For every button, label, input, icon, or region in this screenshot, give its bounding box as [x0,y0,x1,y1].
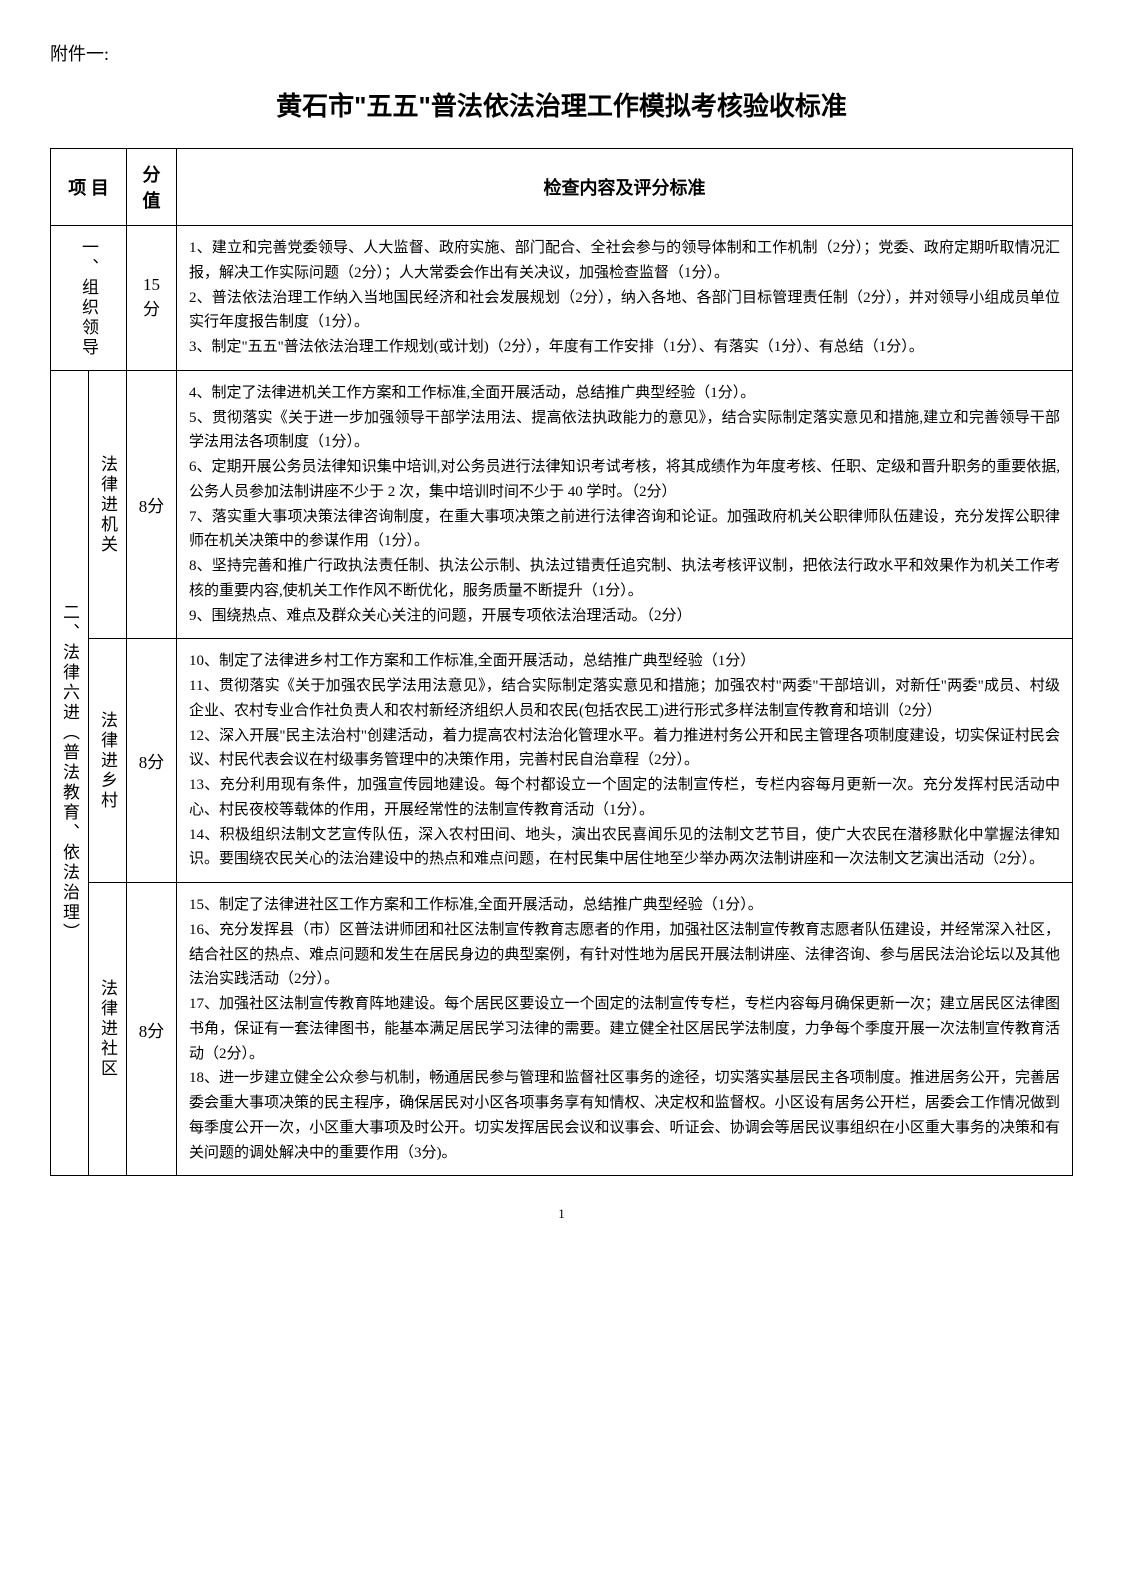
table-row: 法律进乡村 8分 10、制定了法律进乡村工作方案和工作标准,全面开展活动，总结推… [51,639,1073,883]
page-title: 黄石市"五五"普法依法治理工作模拟考核验收标准 [50,86,1073,123]
score-cell: 8分 [127,370,177,639]
subcategory-cell: 法律进社区 [89,883,127,1176]
score-cell: 8分 [127,639,177,883]
content-cell: 4、制定了法律进机关工作方案和工作标准,全面开展活动，总结推广典型经验（1分）。… [177,370,1073,639]
score-cell: 8分 [127,883,177,1176]
table-row: 一、组织领导 15分 1、建立和完善党委领导、人大监督、政府实施、部门配合、全社… [51,226,1073,371]
criteria-table: 项 目 分值 检查内容及评分标准 一、组织领导 15分 1、建立和完善党委领导、… [50,148,1073,1176]
content-cell: 1、建立和完善党委领导、人大监督、政府实施、部门配合、全社会参与的领导体制和工作… [177,226,1073,371]
content-cell: 10、制定了法律进乡村工作方案和工作标准,全面开展活动，总结推广典型经验（1分）… [177,639,1073,883]
score-cell: 15分 [127,226,177,371]
table-header-row: 项 目 分值 检查内容及评分标准 [51,149,1073,226]
content-cell: 15、制定了法律进社区工作方案和工作标准,全面开展活动，总结推广典型经验（1分）… [177,883,1073,1176]
category-cell: 一、组织领导 [51,226,127,371]
attachment-label: 附件一: [50,40,1073,66]
category-cell: 二、法律六进（普法教育、依法治理） [51,370,89,1176]
header-item: 项 目 [51,149,127,226]
subcategory-cell: 法律进乡村 [89,639,127,883]
header-criteria: 检查内容及评分标准 [177,149,1073,226]
table-row: 法律进社区 8分 15、制定了法律进社区工作方案和工作标准,全面开展活动，总结推… [51,883,1073,1176]
page-number: 1 [50,1206,1073,1222]
header-score: 分值 [127,149,177,226]
table-row: 二、法律六进（普法教育、依法治理） 法律进机关 8分 4、制定了法律进机关工作方… [51,370,1073,639]
subcategory-cell: 法律进机关 [89,370,127,639]
